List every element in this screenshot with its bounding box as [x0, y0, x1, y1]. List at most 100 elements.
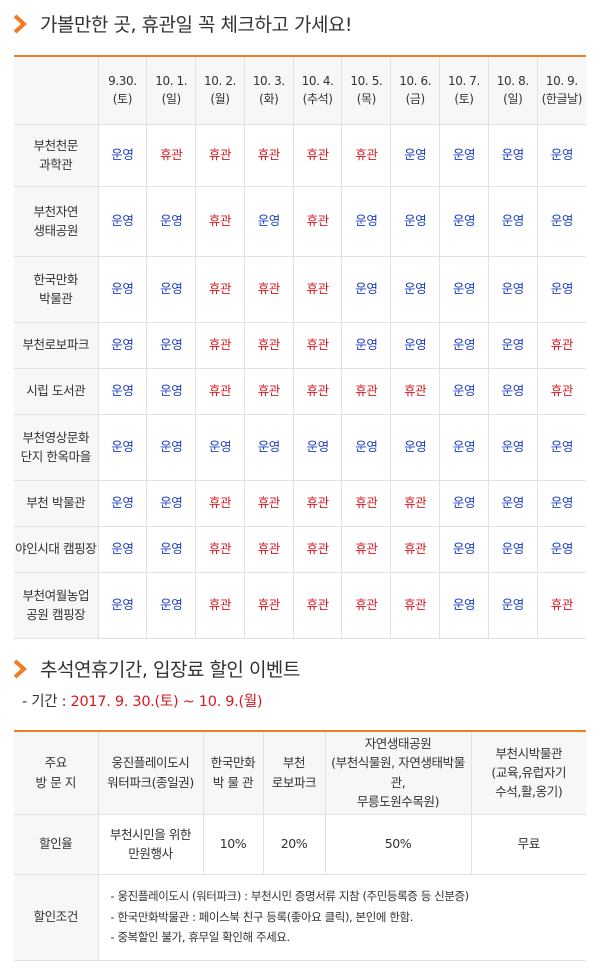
cell-line: 부천천문 — [33, 137, 79, 153]
status-closed: 휴관 — [243, 255, 294, 323]
status-open: 운영 — [487, 123, 538, 187]
date-header-cell: 10. 9. (한글날) — [536, 56, 586, 125]
status-closed: 휴관 — [243, 479, 294, 527]
status-closed: 휴관 — [341, 479, 392, 527]
date-text: 10. 5. — [350, 73, 383, 88]
status-open: 운영 — [146, 367, 197, 415]
status-closed: 휴관 — [243, 123, 294, 187]
day-text: (목) — [356, 92, 377, 107]
status-open: 운영 — [536, 413, 586, 481]
discount-table: 주요 방 문 지 웅진플레이도시 워터파크(종일권) 한국만화 박 물 관 부천 로보파크 자연… — [14, 730, 586, 961]
cell-line: 시립 도서관 — [26, 383, 86, 399]
status-open: 운영 — [146, 525, 197, 573]
section-title: 가볼만한 곳, 휴관일 꼭 체크하고 가세요! — [40, 14, 353, 36]
status-open: 운영 — [97, 479, 148, 527]
status-open: 운영 — [439, 571, 489, 639]
status-open: 운영 — [97, 571, 148, 639]
cell-line: 방 문 지 — [35, 774, 77, 790]
status-open: 운영 — [439, 479, 489, 527]
event-period: - 기간 : 2017. 9. 30.(토) ~ 10. 9.(월) — [22, 690, 263, 711]
status-closed: 휴관 — [243, 367, 294, 415]
status-open: 운영 — [97, 185, 148, 257]
status-open: 운영 — [390, 123, 441, 187]
discount-header-cell: 자연생태공원 (부천식물원, 자연생태박물관, 무릉도원수목원) — [324, 731, 472, 815]
venue-name: 부천자연 생태공원 — [14, 185, 99, 257]
date-header-row: 9.30. (토) 10. 1. (일) 10. 2. (월) 10. 3. (화) 10. 4… — [14, 56, 586, 125]
cell-line: 단지 한옥마을 — [20, 449, 92, 464]
date-text: 10. 4. — [301, 73, 334, 88]
day-text: (금) — [405, 92, 426, 107]
cell-line: 생태공원 — [33, 223, 79, 238]
status-closed: 휴관 — [243, 571, 294, 639]
status-closed: 휴관 — [195, 367, 245, 415]
status-closed: 휴관 — [292, 123, 343, 187]
status-open: 운영 — [195, 413, 245, 481]
status-open: 운영 — [439, 321, 489, 369]
discount-header-cell: 웅진플레이도시 워터파크(종일권) — [97, 731, 204, 815]
cell-line: 무료 — [517, 836, 541, 852]
status-closed: 휴관 — [195, 571, 245, 639]
day-text: (화) — [259, 92, 279, 107]
day-text: (일) — [161, 92, 182, 107]
status-open: 운영 — [146, 185, 197, 257]
discount-header-cell: 한국만화 박 물 관 — [202, 731, 264, 815]
venue-row: 시립 도서관 운영 운영 휴관 휴관 휴관 휴관 휴관 운영 운영 휴관 — [14, 367, 586, 415]
cell-line: 부천시박물관 — [495, 745, 563, 761]
date-text: 10. 2. — [204, 73, 236, 88]
section-title: 추석연휴기간, 입장료 할인 이벤트 — [40, 659, 300, 681]
cell-line: 한국만화 — [210, 755, 256, 771]
status-open: 운영 — [487, 525, 538, 573]
status-open: 운영 — [487, 255, 538, 323]
status-open: 운영 — [341, 413, 392, 481]
day-text: (토) — [454, 92, 474, 107]
day-text: (월) — [210, 92, 230, 107]
status-closed: 휴관 — [243, 321, 294, 369]
closure-schedule-table: 9.30. (토) 10. 1. (일) 10. 2. (월) 10. 3. (화) 10. 4… — [14, 55, 586, 639]
condition-item: - 한국만화박물관 : 페이스북 친구 등록(좋아요 클릭), 본인에 한함. — [110, 909, 414, 924]
date-text: 10. 1. — [155, 73, 188, 88]
status-open: 운영 — [536, 185, 586, 257]
venue-name: 부천여월농업 공원 캠핑장 — [14, 571, 99, 639]
status-open: 운영 — [487, 367, 538, 415]
status-closed: 휴관 — [195, 479, 245, 527]
status-open: 운영 — [390, 255, 441, 323]
venue-name: 야인시대 캠핑장 — [14, 525, 99, 573]
status-closed: 휴관 — [195, 123, 245, 187]
date-text: 10. 9. — [545, 73, 578, 88]
status-open: 운영 — [146, 255, 197, 323]
status-closed: 휴관 — [195, 525, 245, 573]
venue-name: 한국만화 박물관 — [14, 255, 99, 323]
status-open: 운영 — [97, 413, 148, 481]
cell-line: 워터파크(종일권) — [107, 774, 194, 790]
status-open: 운영 — [439, 525, 489, 573]
status-open: 운영 — [97, 321, 148, 369]
status-open: 운영 — [390, 413, 441, 481]
status-closed: 휴관 — [390, 479, 441, 527]
status-closed: 휴관 — [292, 525, 343, 573]
status-closed: 휴관 — [195, 185, 245, 257]
status-closed: 휴관 — [292, 185, 343, 257]
day-text: (토) — [112, 92, 133, 107]
status-closed: 휴관 — [341, 123, 392, 187]
cell-line: 부천여월농업 — [22, 587, 90, 603]
status-open: 운영 — [439, 255, 489, 323]
status-open: 운영 — [487, 479, 538, 527]
cell-line: (교육,유럽자기 — [491, 765, 567, 781]
discount-header-cell: 주요 방 문 지 — [14, 731, 99, 815]
chevron-right-icon — [13, 14, 28, 33]
corner-cell — [14, 56, 99, 125]
date-header-cell: 10. 8. (일) — [487, 56, 538, 125]
status-closed: 휴관 — [536, 367, 586, 415]
status-open: 운영 — [146, 321, 197, 369]
rate-label: 할인율 — [14, 813, 99, 875]
status-open: 운영 — [243, 185, 294, 257]
venue-row: 야인시대 캠핑장 운영 운영 휴관 휴관 휴관 휴관 휴관 운영 운영 운영 — [14, 525, 586, 573]
status-open: 운영 — [97, 255, 148, 323]
chevron-right-icon — [13, 659, 28, 678]
discount-header-row: 주요 방 문 지 웅진플레이도시 워터파크(종일권) 한국만화 박 물 관 부천 로보파크 자연… — [14, 731, 586, 815]
status-open: 운영 — [536, 479, 586, 527]
date-text: 10. 6. — [399, 73, 432, 88]
date-header-cell: 10. 5. (목) — [341, 56, 392, 125]
day-text: (한글날) — [541, 92, 583, 107]
cell-line: 로보파크 — [271, 774, 317, 790]
